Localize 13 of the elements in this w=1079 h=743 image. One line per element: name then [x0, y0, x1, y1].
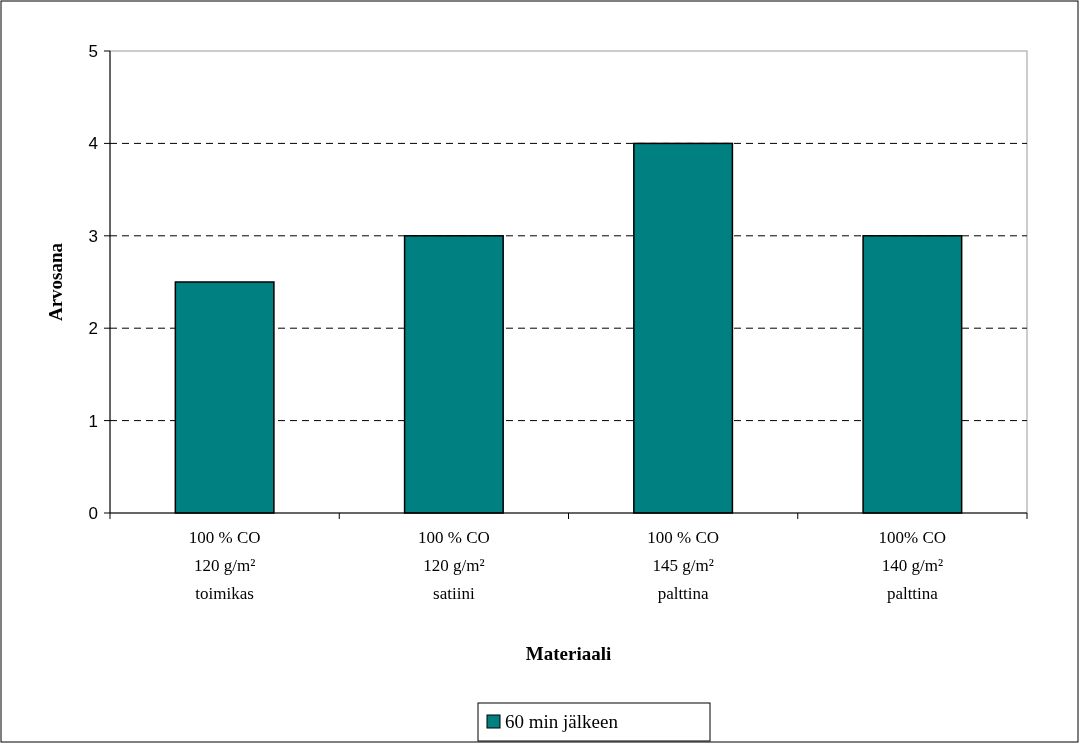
y-tick-label: 5 — [88, 41, 98, 61]
x-tick-label: 100% CO 140 g/m² palttina — [878, 528, 947, 603]
y-tick-label: 2 — [88, 319, 98, 339]
x-tick-label: 100 % CO 145 g/m² palttina — [647, 528, 720, 603]
y-axis-title: Arvosana — [45, 242, 66, 322]
x-tick-label: 100 % CO 120 g/m² satiini — [417, 528, 490, 603]
x-tick-label: 100 % CO 120 g/m² toimikas — [188, 528, 261, 603]
y-tick-label: 4 — [88, 134, 98, 154]
legend-label: 60 min jälkeen — [505, 711, 619, 732]
x-axis-title: Materiaali — [525, 643, 612, 664]
y-tick-label: 0 — [88, 503, 98, 523]
y-tick-label: 3 — [88, 226, 98, 246]
y-tick-label: 1 — [88, 411, 98, 431]
